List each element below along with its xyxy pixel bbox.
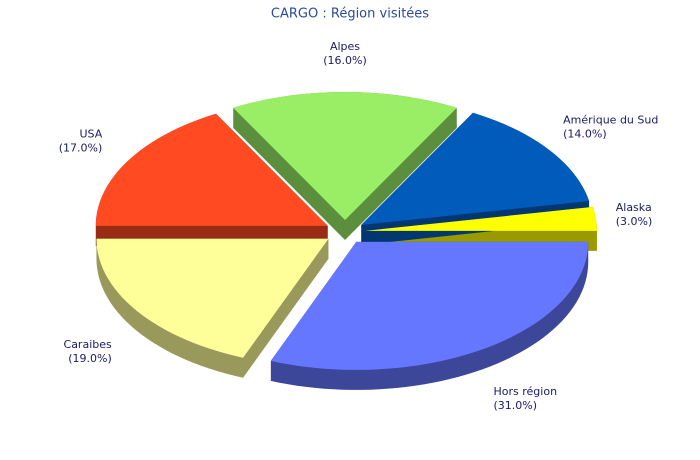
slice	[361, 112, 590, 225]
slice-label: Alaska	[616, 201, 652, 214]
slice-label: Caraibes	[64, 338, 112, 351]
slice	[364, 206, 597, 231]
slice-value-label: (19.0%)	[68, 352, 112, 365]
slice-value-label: (14.0%)	[563, 127, 607, 140]
slice-tops	[95, 92, 597, 370]
slice-label: Hors région	[494, 385, 558, 398]
slice-value-label: (17.0%)	[59, 141, 103, 154]
slice	[95, 113, 328, 226]
slice-value-label: (16.0%)	[323, 54, 367, 67]
slice-value-label: (3.0%)	[616, 215, 653, 228]
slice-label: Alpes	[330, 40, 360, 53]
slice-value-label: (31.0%)	[494, 399, 538, 412]
slice	[233, 92, 457, 220]
slice	[96, 238, 329, 358]
slice-label: USA	[80, 127, 103, 140]
chart-title: CARGO : Région visitées	[271, 7, 429, 22]
slice	[270, 241, 589, 370]
slice-label: Amérique du Sud	[563, 113, 658, 126]
